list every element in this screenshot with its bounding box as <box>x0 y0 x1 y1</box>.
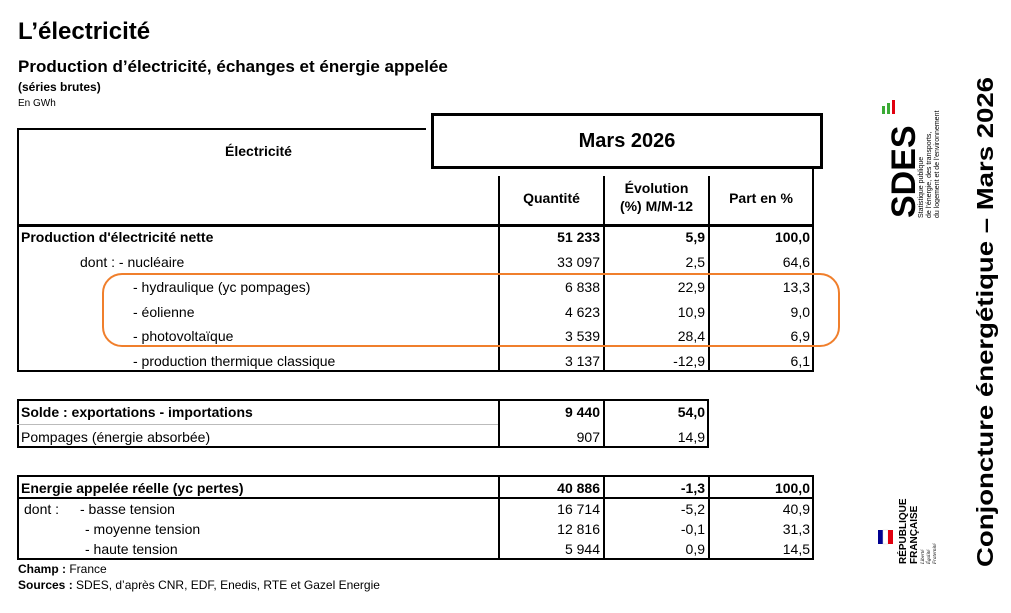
page-title: L’électricité <box>18 18 151 45</box>
republique-francaise-logo: RÉPUBLIQUE FRANÇAISE Liberté Égalité Fra… <box>878 498 936 565</box>
row-label: - hydraulique (yc pompages) <box>133 279 311 295</box>
row-label: - éolienne <box>133 304 195 320</box>
sdes-tagline: du logement et de l’environnement <box>934 111 940 218</box>
cell-evolution: 5,9 <box>685 229 705 245</box>
cell-quantity: 3 137 <box>564 353 600 369</box>
rf-name: RÉPUBLIQUE <box>896 498 909 564</box>
col-quantity-header: Quantité <box>523 190 580 206</box>
cell-evolution: 10,9 <box>677 304 705 320</box>
row-label: dont : - nucléaire <box>80 254 185 270</box>
cell-share: 6,1 <box>790 353 810 369</box>
cell-share: 14,5 <box>782 541 810 557</box>
row-sublabel: - basse tension <box>80 501 175 517</box>
cell-evolution: 22,9 <box>677 279 705 295</box>
rf-name: FRANÇAISE <box>909 505 920 564</box>
series-note: (séries brutes) <box>18 80 101 94</box>
sdes-tagline: Statistique publique <box>918 157 925 218</box>
cell-quantity: 6 838 <box>564 279 600 295</box>
cell-quantity: 4 623 <box>564 304 600 320</box>
renewables-highlight <box>102 273 840 347</box>
cell-share: 100,0 <box>774 229 810 245</box>
cell-evolution: -12,9 <box>673 353 705 369</box>
cell-evolution: -0,1 <box>680 521 705 537</box>
col-share-header: Part en % <box>729 190 793 206</box>
vertical-document-title: Conjoncture énergétique – Mars 2026 <box>972 77 998 567</box>
row-label: Solde : exportations - importations <box>21 404 253 420</box>
cell-quantity: 51 233 <box>557 229 600 245</box>
cell-quantity: 5 944 <box>564 541 600 557</box>
cell-evolution: 0,9 <box>685 541 705 557</box>
vertical-title-text: Conjoncture énergétique – Mars 2026 <box>972 77 998 567</box>
row-label: - production thermique classique <box>133 353 336 369</box>
cell-evolution: -1,3 <box>680 480 705 496</box>
cell-quantity: 3 539 <box>564 328 600 344</box>
cell-quantity: 33 097 <box>557 254 600 270</box>
cell-quantity: 40 886 <box>557 480 600 496</box>
cell-evolution: 2,5 <box>685 254 705 270</box>
row-header: Électricité <box>225 143 292 159</box>
cell-share: 13,3 <box>782 279 810 295</box>
sdes-tagline: de l’énergie, des transports, <box>926 132 933 218</box>
cell-evolution: -5,2 <box>680 501 705 517</box>
cell-share: 100,0 <box>774 480 810 496</box>
row-label: - photovoltaïque <box>133 328 234 344</box>
cell-share: 64,6 <box>782 254 810 270</box>
row-label: - moyenne tension <box>85 521 201 537</box>
period-header: Mars 2026 <box>431 113 823 169</box>
row-label: Energie appelée réelle (yc pertes) <box>21 480 244 496</box>
cell-evolution: 54,0 <box>677 404 705 420</box>
cell-share: 40,9 <box>782 501 810 517</box>
rf-motto: Égalité <box>926 549 932 565</box>
cell-quantity: 9 440 <box>564 404 600 420</box>
cell-quantity: 907 <box>576 429 600 445</box>
cell-evolution: 28,4 <box>677 328 705 344</box>
row-label: Production d'électricité nette <box>21 229 214 245</box>
cell-share: 9,0 <box>790 304 810 320</box>
rf-motto: Fraternité <box>933 543 936 565</box>
unit-label: En GWh <box>18 98 56 109</box>
page-subtitle: Production d’électricité, échanges et én… <box>18 57 448 76</box>
row-label: Pompages (énergie absorbée) <box>21 429 211 445</box>
rf-motto: Liberté <box>921 549 926 565</box>
cell-quantity: 16 714 <box>557 501 600 517</box>
cell-share: 31,3 <box>782 521 810 537</box>
sdes-logo: SDES Statistique publique de l’énergie, … <box>882 100 940 218</box>
sources-note: Sources : SDES, d’après CNR, EDF, Enedis… <box>18 578 380 592</box>
champ-note: Champ : France <box>18 562 107 576</box>
row-label: - haute tension <box>85 541 178 557</box>
cell-share: 6,9 <box>790 328 810 344</box>
col-evolution-header: Évolution (%) M/M-12 <box>619 180 694 214</box>
row-label: dont : <box>24 501 60 517</box>
cell-evolution: 14,9 <box>677 429 705 445</box>
sdes-logo-text: SDES <box>885 125 923 218</box>
cell-quantity: 12 816 <box>557 521 600 537</box>
